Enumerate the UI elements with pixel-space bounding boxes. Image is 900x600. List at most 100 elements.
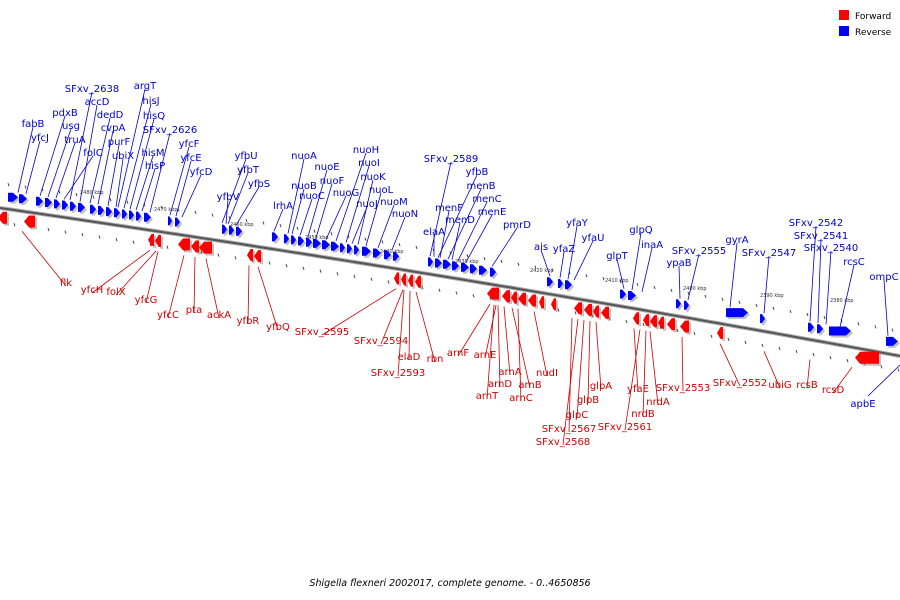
- gene-label-lrha: lrhA: [273, 201, 293, 212]
- forward-gene-arrow: [855, 351, 879, 364]
- tick-mark: [370, 277, 373, 281]
- forward-gene-arrow: [593, 305, 599, 318]
- gene-label-yfay: yfaY: [566, 218, 589, 229]
- tick-mark: [234, 256, 237, 260]
- gene-label-sfxv-2547: SFxv_2547: [742, 248, 796, 259]
- leader-line: [193, 257, 196, 314]
- gene-label-ubig: ubiG: [768, 380, 791, 391]
- gene-label-yfbu: yfbU: [234, 151, 257, 162]
- gene-label-yfaz: yfaZ: [553, 244, 576, 255]
- forward-gene-arrow: [254, 250, 261, 263]
- gene-label-ais: ais: [534, 242, 548, 253]
- tick-mark: [693, 331, 696, 336]
- leader-line: [117, 88, 146, 208]
- tick-mark: [772, 306, 775, 311]
- leader-line: [540, 249, 551, 277]
- reverse-gene-arrow: [222, 224, 227, 234]
- leader-line: [325, 195, 347, 240]
- reverse-gene-arrow: [272, 232, 278, 242]
- leader-line: [573, 240, 594, 281]
- gene-label-pmrd: pmrD: [503, 220, 531, 231]
- leader-line: [17, 126, 34, 193]
- reverse-gene-arrow: [284, 234, 289, 244]
- leader-line: [883, 279, 889, 336]
- reverse-gene-arrow: [236, 226, 242, 236]
- leader-line: [447, 188, 482, 260]
- leader-line: [681, 336, 684, 392]
- tick-mark: [727, 337, 730, 342]
- forward-gene-arrow: [199, 241, 212, 254]
- leader-line: [365, 192, 382, 246]
- reverse-gene-arrow: [393, 251, 399, 261]
- gene-label-yfbb: yfbB: [466, 167, 489, 178]
- gene-label-accd: accD: [85, 97, 110, 108]
- gene-label-usg: usg: [62, 121, 80, 132]
- gene-label-sfxv-2552: SFxv_2552: [713, 378, 767, 389]
- reverse-gene-arrow: [347, 244, 352, 254]
- forward-gene-arrow: [667, 318, 675, 331]
- forward-gene-arrow: [584, 303, 592, 316]
- kbp-tick-label: 2380 kbp: [830, 298, 854, 304]
- kbp-tick-label: 2430 kbp: [455, 259, 479, 265]
- tick-mark: [812, 352, 815, 357]
- leader-line: [825, 250, 832, 325]
- leader-line: [562, 318, 579, 446]
- gene-label-yfch: yfcH: [81, 285, 103, 296]
- kbp-tick-label: 2480 kbp: [80, 190, 104, 196]
- reverse-gene-arrow: [479, 265, 487, 275]
- tick-mark: [81, 232, 84, 237]
- tick-mark: [245, 218, 248, 223]
- tick-mark: [744, 340, 747, 345]
- gene-label-sfxv-2561: SFxv_2561: [598, 422, 652, 433]
- tick-mark: [64, 230, 67, 234]
- forward-gene-arrow: [650, 315, 657, 328]
- leader-line: [457, 201, 488, 261]
- label-leaders: [17, 88, 900, 446]
- gene-label-hisj: hisJ: [142, 96, 159, 107]
- tick-mark: [58, 190, 61, 194]
- leader-line: [486, 304, 495, 400]
- gene-label-elaa: elaA: [423, 227, 445, 238]
- forward-gene-arrow: [487, 287, 499, 300]
- forward-gene-arrow: [551, 298, 556, 311]
- tick-mark: [75, 192, 78, 197]
- legend-reverse-swatch: [839, 26, 849, 36]
- reverse-gene-arrow: [461, 262, 469, 272]
- gene-label-sfxv-2626: SFxv_2626: [143, 125, 197, 136]
- gene-label-menb: menB: [466, 181, 495, 192]
- tick-mark: [336, 272, 339, 276]
- reverse-gene-arrow: [435, 258, 442, 268]
- gene-label-yfae: yfaE: [627, 384, 649, 395]
- tick-mark: [897, 368, 900, 372]
- reverse-gene-arrow: [144, 212, 151, 222]
- tick-mark: [126, 200, 129, 204]
- gene-label-nuom: nuoM: [380, 197, 407, 208]
- tick-mark: [24, 185, 27, 189]
- gene-label-dedd: dedD: [97, 110, 124, 121]
- tick-mark: [109, 197, 112, 202]
- forward-gene-arrow: [601, 306, 609, 319]
- leader-line: [503, 306, 511, 376]
- tick-mark: [387, 280, 390, 284]
- reverse-gene-arrow: [98, 205, 104, 215]
- tick-mark: [438, 288, 441, 292]
- gene-label-sfxv-2555: SFxv_2555: [672, 246, 726, 257]
- gene-label-nuog: nuoG: [333, 188, 360, 199]
- leader-line: [631, 232, 642, 291]
- reverse-gene-arrow: [78, 202, 85, 212]
- leader-line: [335, 152, 367, 242]
- leader-line: [345, 165, 370, 243]
- forward-gene-arrow: [148, 233, 154, 246]
- leader-line: [55, 142, 76, 199]
- leader-line: [624, 329, 641, 431]
- leader-line: [39, 115, 66, 196]
- leader-line: [25, 140, 41, 194]
- tick-mark: [636, 282, 639, 287]
- reverse-gene-arrow: [490, 267, 496, 277]
- reverse-gene-arrow: [122, 209, 127, 219]
- reverse-gene-arrow: [291, 235, 296, 245]
- tick-mark: [857, 322, 860, 326]
- tick-mark: [98, 235, 101, 239]
- gene-label-nuoa: nuoA: [291, 151, 317, 162]
- gene-label-ompc: ompC: [869, 272, 898, 283]
